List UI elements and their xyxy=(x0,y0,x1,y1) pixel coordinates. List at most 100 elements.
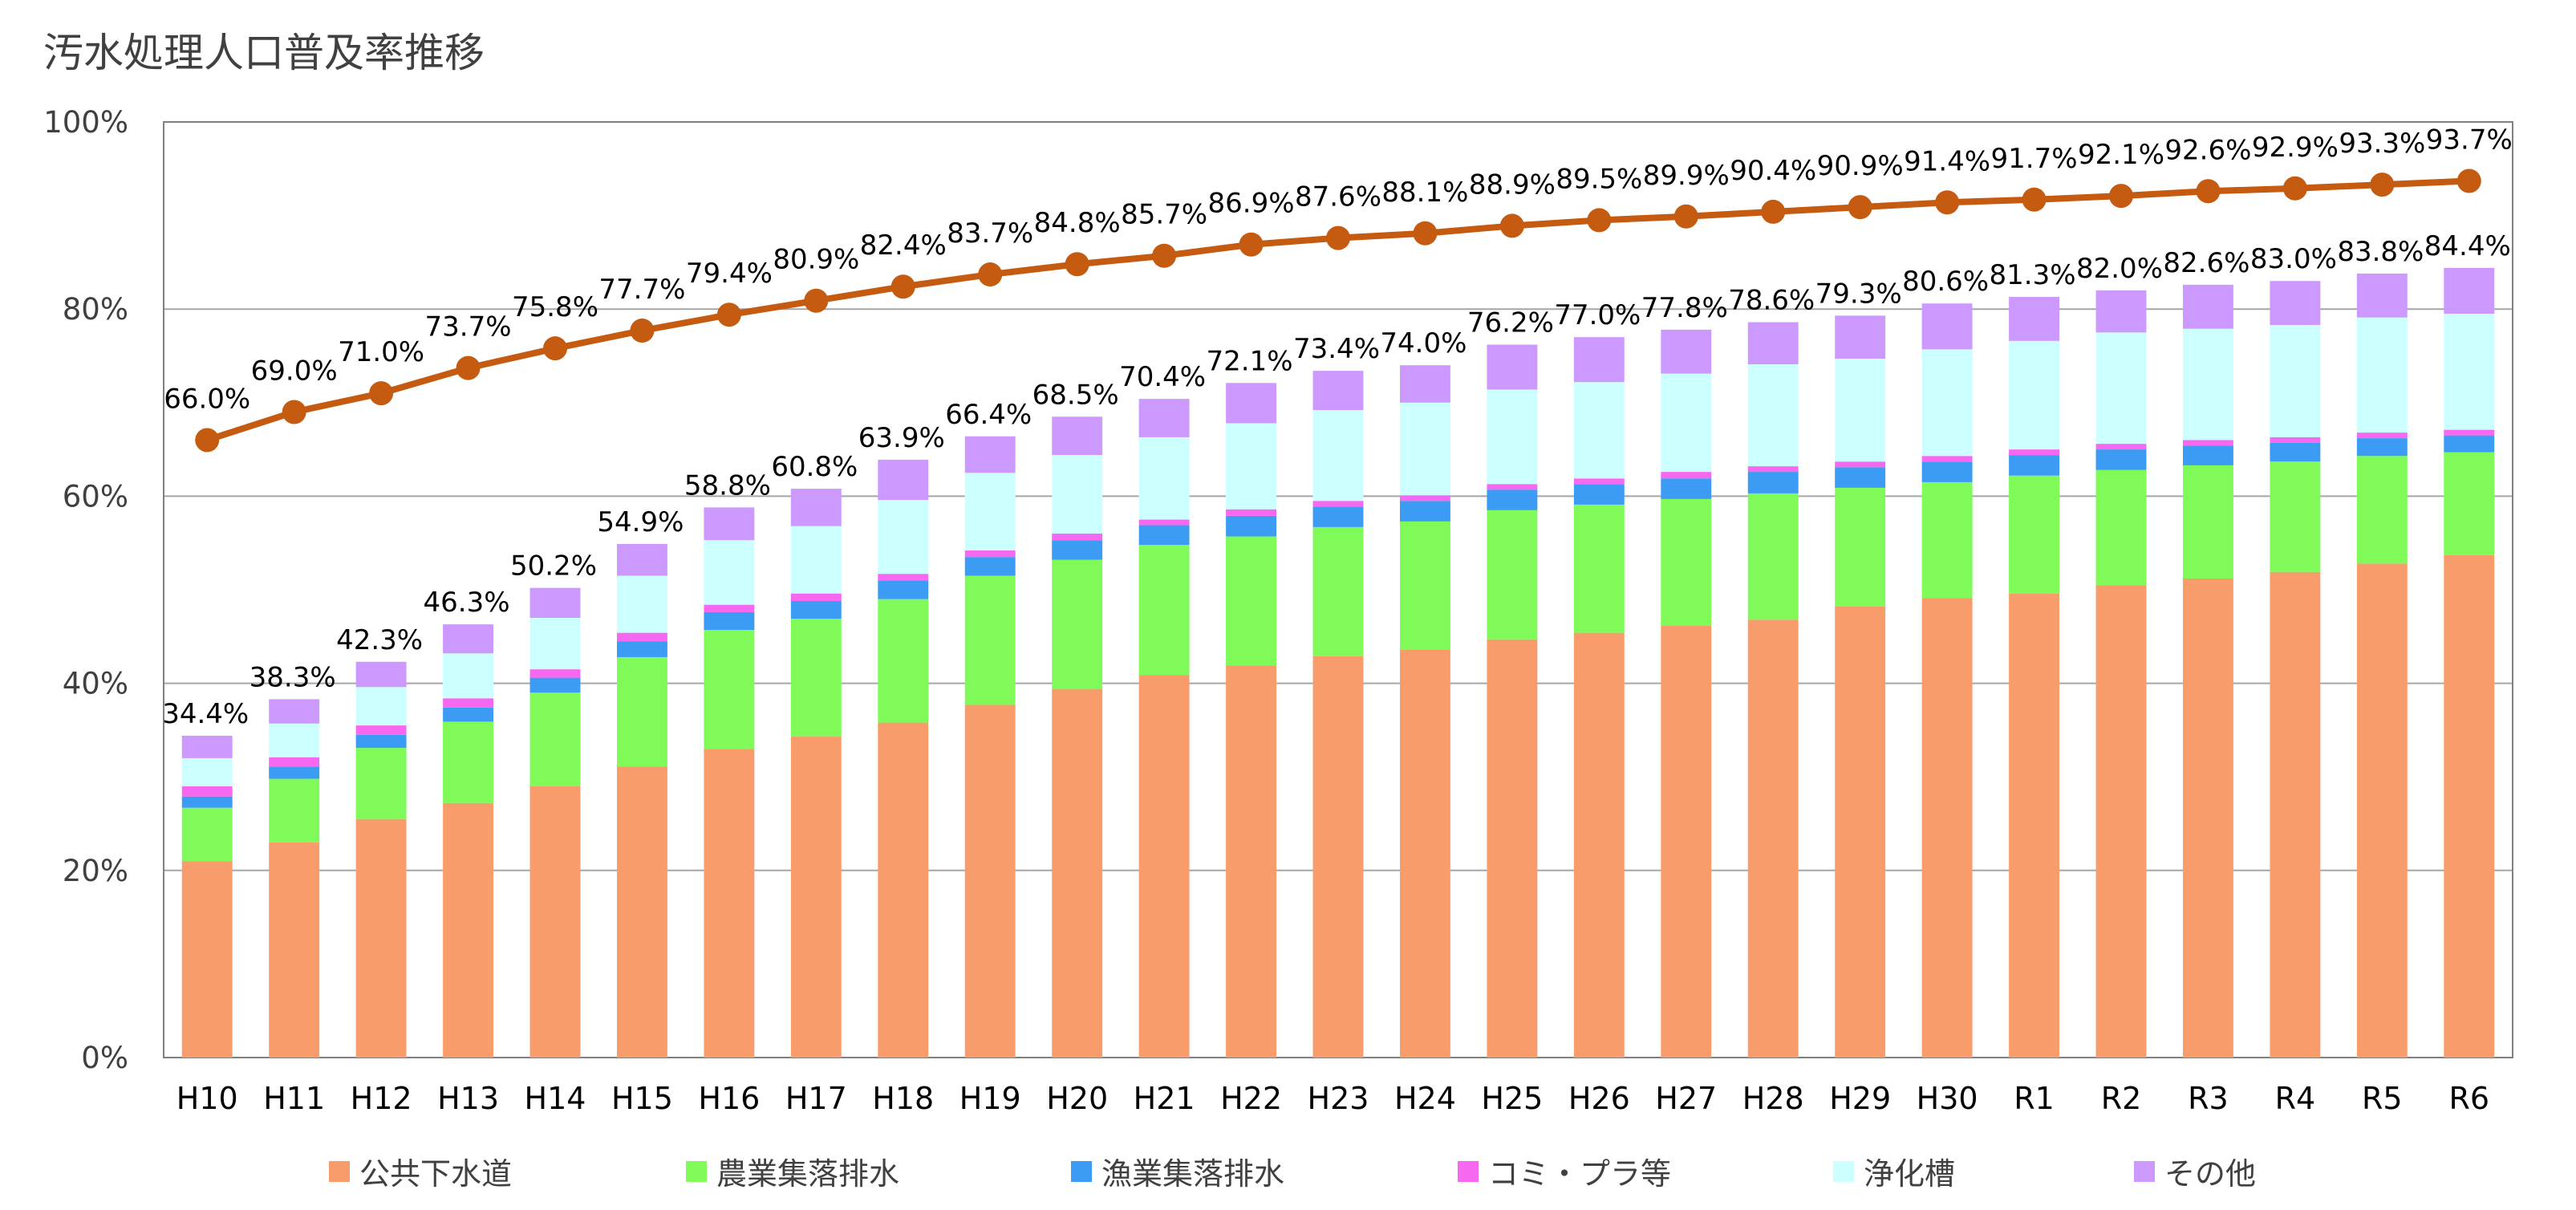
bar-segment xyxy=(1487,639,1538,1058)
bar-total-label: 58.8% xyxy=(684,469,771,501)
line-point xyxy=(543,336,567,361)
bar-segment xyxy=(2356,317,2408,433)
bar-total-label: 84.4% xyxy=(2424,230,2511,262)
bar-segment xyxy=(878,599,929,723)
x-tick-label: H30 xyxy=(1917,1081,1978,1116)
chart-title: 汚水処理人口普及率推移 xyxy=(43,30,485,76)
bar-segment xyxy=(1399,495,1450,501)
line-point xyxy=(2370,173,2395,197)
x-tick-label: H11 xyxy=(263,1081,325,1116)
bar-segment xyxy=(1487,489,1538,510)
bar-segment xyxy=(1835,487,1886,607)
bar-total-label: 73.4% xyxy=(1293,333,1380,365)
line-point xyxy=(1761,199,1786,224)
bar-segment xyxy=(1921,481,1973,599)
line-point-label: 88.1% xyxy=(1381,177,1468,209)
bar-segment xyxy=(1835,315,1886,359)
bar-segment xyxy=(1138,675,1190,1058)
bar-segment xyxy=(616,656,667,767)
bar-segment xyxy=(2444,435,2495,453)
line-point-label: 66.0% xyxy=(164,383,250,415)
bar-segment xyxy=(1747,472,1799,493)
line-point xyxy=(1152,243,1177,268)
line-point-label: 79.4% xyxy=(686,258,773,290)
bar-segment xyxy=(704,507,755,541)
line-point-label: 92.9% xyxy=(2252,132,2339,164)
bar-segment xyxy=(443,653,494,699)
bar-segment xyxy=(616,575,667,633)
bar-segment xyxy=(2270,325,2321,437)
bar-segment xyxy=(1921,303,1973,350)
bar-segment xyxy=(1487,484,1538,490)
bar-segment xyxy=(2356,563,2408,1058)
x-tick-label: H23 xyxy=(1308,1081,1369,1116)
bar-total-label: 66.4% xyxy=(945,399,1032,431)
bar-segment xyxy=(2444,267,2495,315)
bar-segment xyxy=(2095,585,2147,1058)
bar-segment xyxy=(2270,281,2321,326)
bar-total-label: 38.3% xyxy=(249,661,336,693)
line-point-label: 90.9% xyxy=(1817,150,1904,182)
bar-segment xyxy=(2444,314,2495,430)
bar-segment xyxy=(790,600,842,619)
legend-swatch xyxy=(1458,1160,1479,1182)
bar-segment xyxy=(1312,656,1364,1058)
bar-segment xyxy=(1921,461,1973,482)
line-point xyxy=(978,262,1003,287)
bar-segment xyxy=(529,617,581,670)
bar-segment xyxy=(1661,625,1712,1058)
bar-segment xyxy=(1052,559,1103,689)
bar-segment xyxy=(1921,456,1973,462)
legend-swatch xyxy=(1833,1160,1854,1182)
x-tick-label: H13 xyxy=(437,1081,499,1116)
bar-segment xyxy=(1138,399,1190,437)
legend: 公共下水道 農業集落排水 漁業集落排水 コミ・プラ等 浄化槽 その他 xyxy=(0,1149,2576,1197)
bar-total-label: 46.3% xyxy=(424,587,510,619)
bar-segment xyxy=(355,818,407,1058)
bar-segment xyxy=(1052,540,1103,560)
x-tick-label: R5 xyxy=(2362,1081,2403,1116)
x-tick-label: H20 xyxy=(1046,1081,1108,1116)
bar-total-label: 83.8% xyxy=(2337,236,2424,268)
line-point xyxy=(456,355,481,380)
bar-segment xyxy=(2009,455,2060,476)
line-point-label: 77.7% xyxy=(598,274,685,306)
line-point xyxy=(2109,184,2133,209)
bar-total-label: 63.9% xyxy=(858,422,945,454)
legend-item: 公共下水道 xyxy=(329,1149,512,1193)
bar-segment xyxy=(2095,332,2147,445)
bar-total-label: 60.8% xyxy=(771,451,858,483)
bar-segment xyxy=(355,748,407,819)
legend-swatch xyxy=(2134,1160,2155,1182)
line-point xyxy=(890,274,915,299)
bar-segment xyxy=(616,641,667,657)
legend-label: 農業集落排水 xyxy=(716,1156,900,1192)
bar-segment xyxy=(616,766,667,1058)
bar-segment xyxy=(1138,545,1190,676)
bar-total-label: 54.9% xyxy=(597,506,684,538)
legend-label: 公共下水道 xyxy=(359,1156,513,1192)
bar-segment xyxy=(181,796,233,808)
bar-total-label: 83.0% xyxy=(2250,243,2337,275)
bar-segment xyxy=(1052,455,1103,534)
bar-segment xyxy=(355,725,407,735)
bar-segment xyxy=(2095,444,2147,450)
bar-total-label: 70.4% xyxy=(1119,361,1206,393)
bar-segment xyxy=(1661,498,1712,626)
x-tick-label: H16 xyxy=(698,1081,760,1116)
bar-segment xyxy=(1747,363,1799,467)
line-point xyxy=(2022,187,2047,212)
line-point-label: 92.6% xyxy=(2164,134,2251,166)
x-tick-label: R6 xyxy=(2448,1081,2489,1116)
bar-segment xyxy=(964,557,1016,576)
x-tick-label: R2 xyxy=(2101,1081,2142,1116)
x-tick-label: R1 xyxy=(2014,1081,2055,1116)
legend-item: 農業集落排水 xyxy=(686,1149,899,1193)
bar-segment xyxy=(790,619,842,737)
bar-segment xyxy=(1661,472,1712,479)
bar-segment xyxy=(269,778,320,843)
bar-segment xyxy=(878,574,929,581)
bar-segment xyxy=(616,543,667,576)
bar-total-label: 74.0% xyxy=(1380,327,1466,359)
